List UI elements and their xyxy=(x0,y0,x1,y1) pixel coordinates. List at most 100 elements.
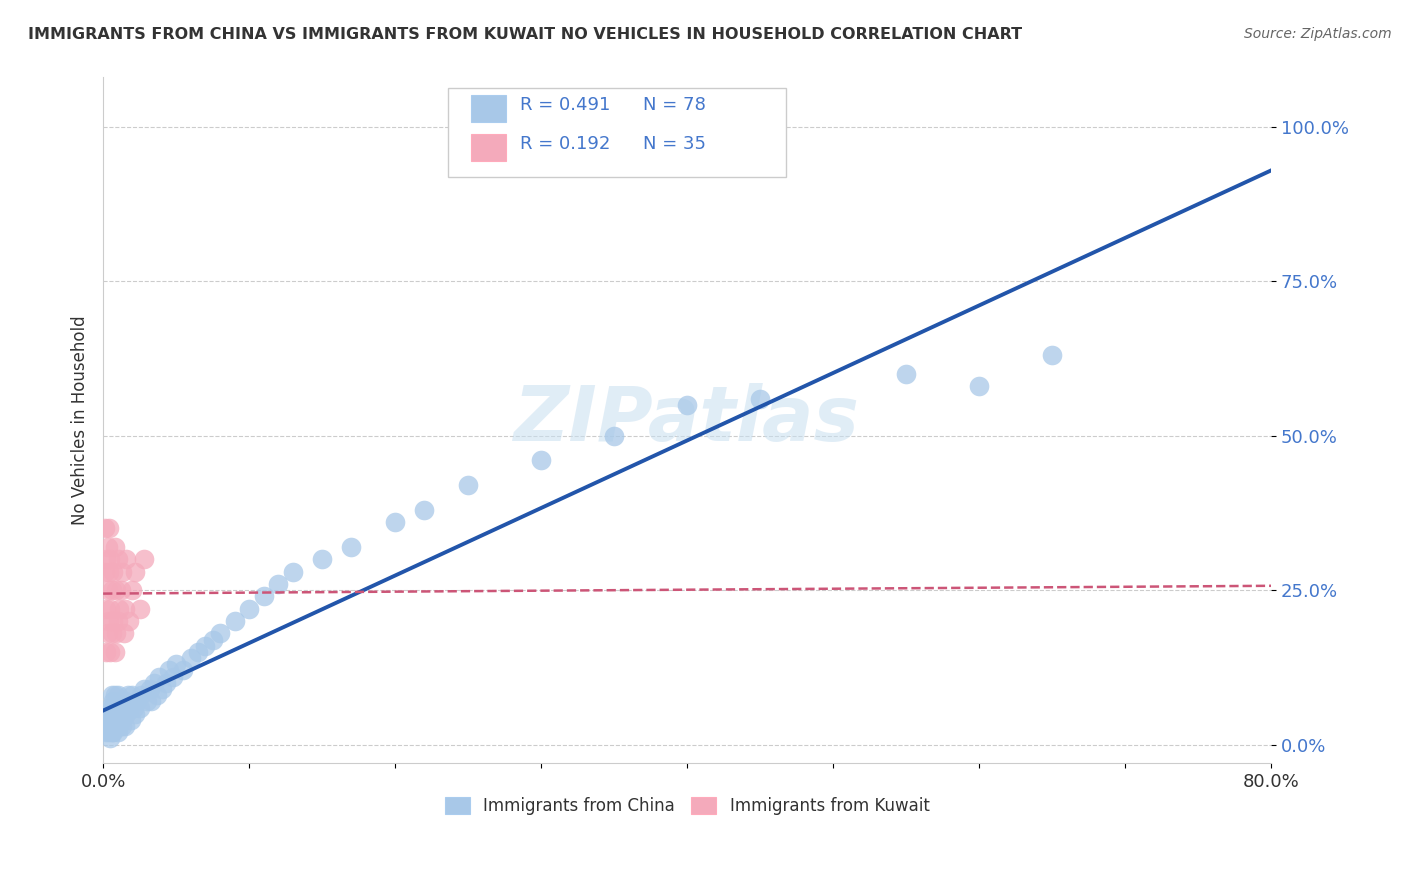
Point xyxy=(101,626,124,640)
Point xyxy=(101,688,124,702)
Point xyxy=(98,614,121,628)
Point xyxy=(128,601,150,615)
Point xyxy=(118,614,141,628)
Point xyxy=(98,700,121,714)
Point xyxy=(413,503,436,517)
Point xyxy=(93,565,115,579)
Point xyxy=(150,681,173,696)
Point xyxy=(110,583,132,598)
FancyBboxPatch shape xyxy=(471,134,506,161)
Point xyxy=(114,719,136,733)
Point xyxy=(114,601,136,615)
Point xyxy=(165,657,187,672)
Text: ZIPatlas: ZIPatlas xyxy=(515,384,860,458)
Point xyxy=(122,700,145,714)
Point xyxy=(101,700,124,714)
Text: N = 35: N = 35 xyxy=(643,135,706,153)
Point xyxy=(104,706,127,721)
Point xyxy=(180,651,202,665)
Point xyxy=(110,694,132,708)
Point xyxy=(105,700,128,714)
Text: R = 0.491: R = 0.491 xyxy=(520,96,610,114)
Point xyxy=(100,706,122,721)
Point xyxy=(96,719,118,733)
Point xyxy=(107,614,129,628)
Point xyxy=(94,725,117,739)
Point xyxy=(104,719,127,733)
Point xyxy=(115,552,138,566)
Point xyxy=(157,664,180,678)
Point xyxy=(107,688,129,702)
Point xyxy=(143,675,166,690)
Point xyxy=(125,694,148,708)
Point xyxy=(103,694,125,708)
Point xyxy=(111,719,134,733)
Point xyxy=(224,614,246,628)
Point xyxy=(749,392,772,406)
Point xyxy=(117,688,139,702)
Point xyxy=(94,645,117,659)
Point xyxy=(115,706,138,721)
Text: R = 0.192: R = 0.192 xyxy=(520,135,610,153)
Y-axis label: No Vehicles in Household: No Vehicles in Household xyxy=(72,316,89,525)
Point xyxy=(208,626,231,640)
Point xyxy=(108,601,131,615)
Point xyxy=(105,626,128,640)
Point xyxy=(253,590,276,604)
Point xyxy=(100,719,122,733)
Point xyxy=(120,713,142,727)
Point xyxy=(94,601,117,615)
Point xyxy=(112,706,135,721)
Point xyxy=(238,601,260,615)
Point xyxy=(530,453,553,467)
Text: IMMIGRANTS FROM CHINA VS IMMIGRANTS FROM KUWAIT NO VEHICLES IN HOUSEHOLD CORRELA: IMMIGRANTS FROM CHINA VS IMMIGRANTS FROM… xyxy=(28,27,1022,42)
Point xyxy=(107,725,129,739)
Point xyxy=(100,601,122,615)
Point xyxy=(104,688,127,702)
Point xyxy=(108,719,131,733)
Point xyxy=(121,583,143,598)
Point xyxy=(132,681,155,696)
FancyBboxPatch shape xyxy=(447,87,786,177)
Point xyxy=(132,552,155,566)
Point xyxy=(172,664,194,678)
Point xyxy=(967,379,990,393)
Point xyxy=(96,540,118,554)
Point xyxy=(121,688,143,702)
Point xyxy=(105,583,128,598)
Point xyxy=(1040,348,1063,362)
Point xyxy=(96,583,118,598)
Text: Source: ZipAtlas.com: Source: ZipAtlas.com xyxy=(1244,27,1392,41)
Point xyxy=(103,614,125,628)
Point xyxy=(111,565,134,579)
Point xyxy=(98,565,121,579)
Point xyxy=(104,540,127,554)
Point xyxy=(105,719,128,733)
Point xyxy=(103,565,125,579)
Point xyxy=(100,731,122,746)
Point xyxy=(100,552,122,566)
Point xyxy=(148,670,170,684)
Point xyxy=(93,521,115,535)
Legend: Immigrants from China, Immigrants from Kuwait: Immigrants from China, Immigrants from K… xyxy=(436,789,938,823)
Point xyxy=(141,694,163,708)
Point xyxy=(146,688,169,702)
Point xyxy=(162,670,184,684)
Point xyxy=(124,706,146,721)
Point xyxy=(340,540,363,554)
Point xyxy=(267,577,290,591)
Point xyxy=(384,515,406,529)
Point xyxy=(676,398,699,412)
Point xyxy=(101,583,124,598)
Point xyxy=(114,694,136,708)
Point xyxy=(139,681,162,696)
Point xyxy=(101,725,124,739)
Point xyxy=(129,688,152,702)
Point xyxy=(187,645,209,659)
Point xyxy=(104,645,127,659)
Point xyxy=(201,632,224,647)
Point xyxy=(94,552,117,566)
Point xyxy=(110,713,132,727)
Point xyxy=(603,428,626,442)
Point xyxy=(98,521,121,535)
